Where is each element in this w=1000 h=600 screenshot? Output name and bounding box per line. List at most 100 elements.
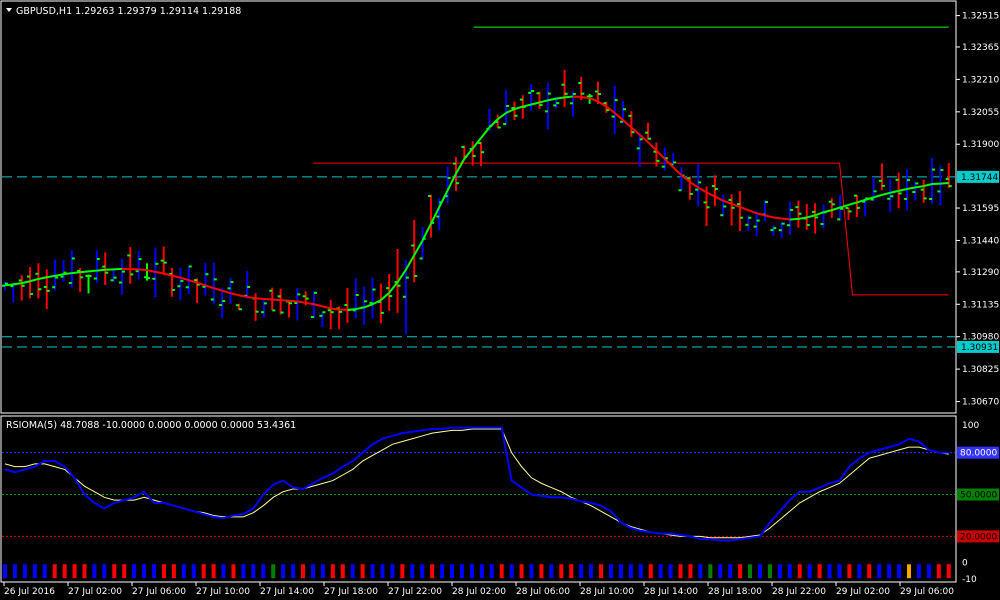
ma-segment [823, 209, 833, 214]
candle[interactable] [628, 111, 635, 137]
candle[interactable] [377, 283, 384, 324]
candle[interactable] [143, 263, 150, 281]
candle[interactable] [711, 175, 718, 207]
candle[interactable] [244, 271, 251, 299]
candle[interactable] [853, 194, 860, 218]
candlestick-series[interactable] [2, 69, 952, 335]
candle[interactable] [210, 262, 217, 305]
candle[interactable] [2, 281, 8, 291]
candle[interactable] [118, 258, 125, 295]
candle[interactable] [787, 201, 794, 235]
rsioma-bar [708, 564, 713, 579]
candle[interactable] [327, 300, 334, 330]
candle[interactable] [319, 311, 326, 328]
candle[interactable] [695, 164, 702, 207]
candle[interactable] [812, 203, 819, 234]
candle[interactable] [770, 225, 777, 237]
candle[interactable] [828, 197, 835, 219]
candle[interactable] [427, 194, 434, 238]
candle[interactable] [93, 250, 100, 283]
candle[interactable] [169, 267, 176, 297]
time-label: 28 Jul 10:00 [580, 587, 634, 597]
candle[interactable] [10, 282, 17, 303]
indicator-scale-label: 100 [962, 421, 979, 431]
candle[interactable] [369, 277, 376, 319]
candle[interactable] [653, 142, 660, 167]
candle[interactable] [127, 247, 134, 284]
candle[interactable] [344, 287, 351, 323]
candle[interactable] [478, 141, 485, 167]
candle[interactable] [878, 163, 885, 191]
candle[interactable] [177, 267, 184, 301]
candle[interactable] [260, 299, 267, 318]
candle[interactable] [102, 252, 109, 286]
candle[interactable] [68, 250, 75, 288]
candle[interactable] [227, 277, 234, 304]
candle[interactable] [569, 91, 576, 117]
candle[interactable] [686, 176, 693, 200]
candle[interactable] [929, 157, 936, 204]
candle[interactable] [27, 267, 34, 299]
candle[interactable] [202, 263, 209, 296]
candle[interactable] [528, 83, 535, 111]
candle[interactable] [43, 269, 50, 310]
candle[interactable] [945, 163, 952, 188]
candle[interactable] [35, 263, 42, 299]
rsioma-bar [350, 564, 355, 579]
candle[interactable] [753, 211, 760, 237]
indicator-scale-label: 0 [962, 558, 968, 568]
candle[interactable] [678, 166, 685, 192]
candle[interactable] [745, 215, 752, 231]
candle[interactable] [728, 194, 735, 226]
rsioma-bar [857, 564, 862, 579]
rsioma-bar [420, 564, 425, 579]
candle[interactable] [795, 200, 802, 228]
candle[interactable] [636, 132, 643, 167]
candle[interactable] [219, 287, 226, 319]
candle[interactable] [778, 221, 785, 238]
candle[interactable] [352, 278, 359, 319]
rsioma-bar [529, 564, 534, 579]
candle[interactable] [160, 246, 167, 275]
ma-segment [96, 268, 106, 272]
ma-segment [589, 97, 599, 103]
rsioma-bar [748, 564, 753, 579]
candle[interactable] [820, 204, 827, 229]
price-label: 1.32515 [962, 12, 999, 22]
candle[interactable] [594, 81, 601, 104]
candle[interactable] [887, 179, 894, 212]
candle[interactable] [845, 206, 852, 220]
candle[interactable] [736, 191, 743, 232]
candle[interactable] [937, 165, 944, 205]
candle[interactable] [18, 275, 25, 301]
candle[interactable] [110, 269, 117, 282]
rsioma-bar [579, 564, 584, 579]
candle[interactable] [503, 89, 510, 126]
ma-segment [313, 303, 323, 308]
candle[interactable] [912, 181, 919, 201]
candle[interactable] [85, 274, 92, 294]
candle[interactable] [277, 288, 284, 315]
candle[interactable] [561, 69, 568, 108]
candle[interactable] [762, 200, 769, 222]
candle[interactable] [611, 85, 618, 134]
candle[interactable] [920, 179, 927, 203]
candle[interactable] [511, 101, 518, 121]
candle[interactable] [135, 250, 142, 280]
candle[interactable] [544, 82, 551, 130]
candle[interactable] [402, 260, 409, 335]
ma-segment [471, 137, 482, 150]
candle[interactable] [285, 300, 292, 318]
candle[interactable] [235, 303, 242, 311]
ma-segment [288, 299, 298, 303]
candle[interactable] [294, 287, 301, 321]
candle[interactable] [720, 194, 727, 217]
candle[interactable] [60, 259, 67, 282]
candle[interactable] [536, 91, 543, 110]
candle[interactable] [645, 122, 652, 140]
candle[interactable] [411, 220, 418, 283]
dropdown-triangle-icon[interactable] [6, 8, 12, 12]
ma-segment [898, 188, 908, 192]
ma-segment [856, 198, 866, 204]
